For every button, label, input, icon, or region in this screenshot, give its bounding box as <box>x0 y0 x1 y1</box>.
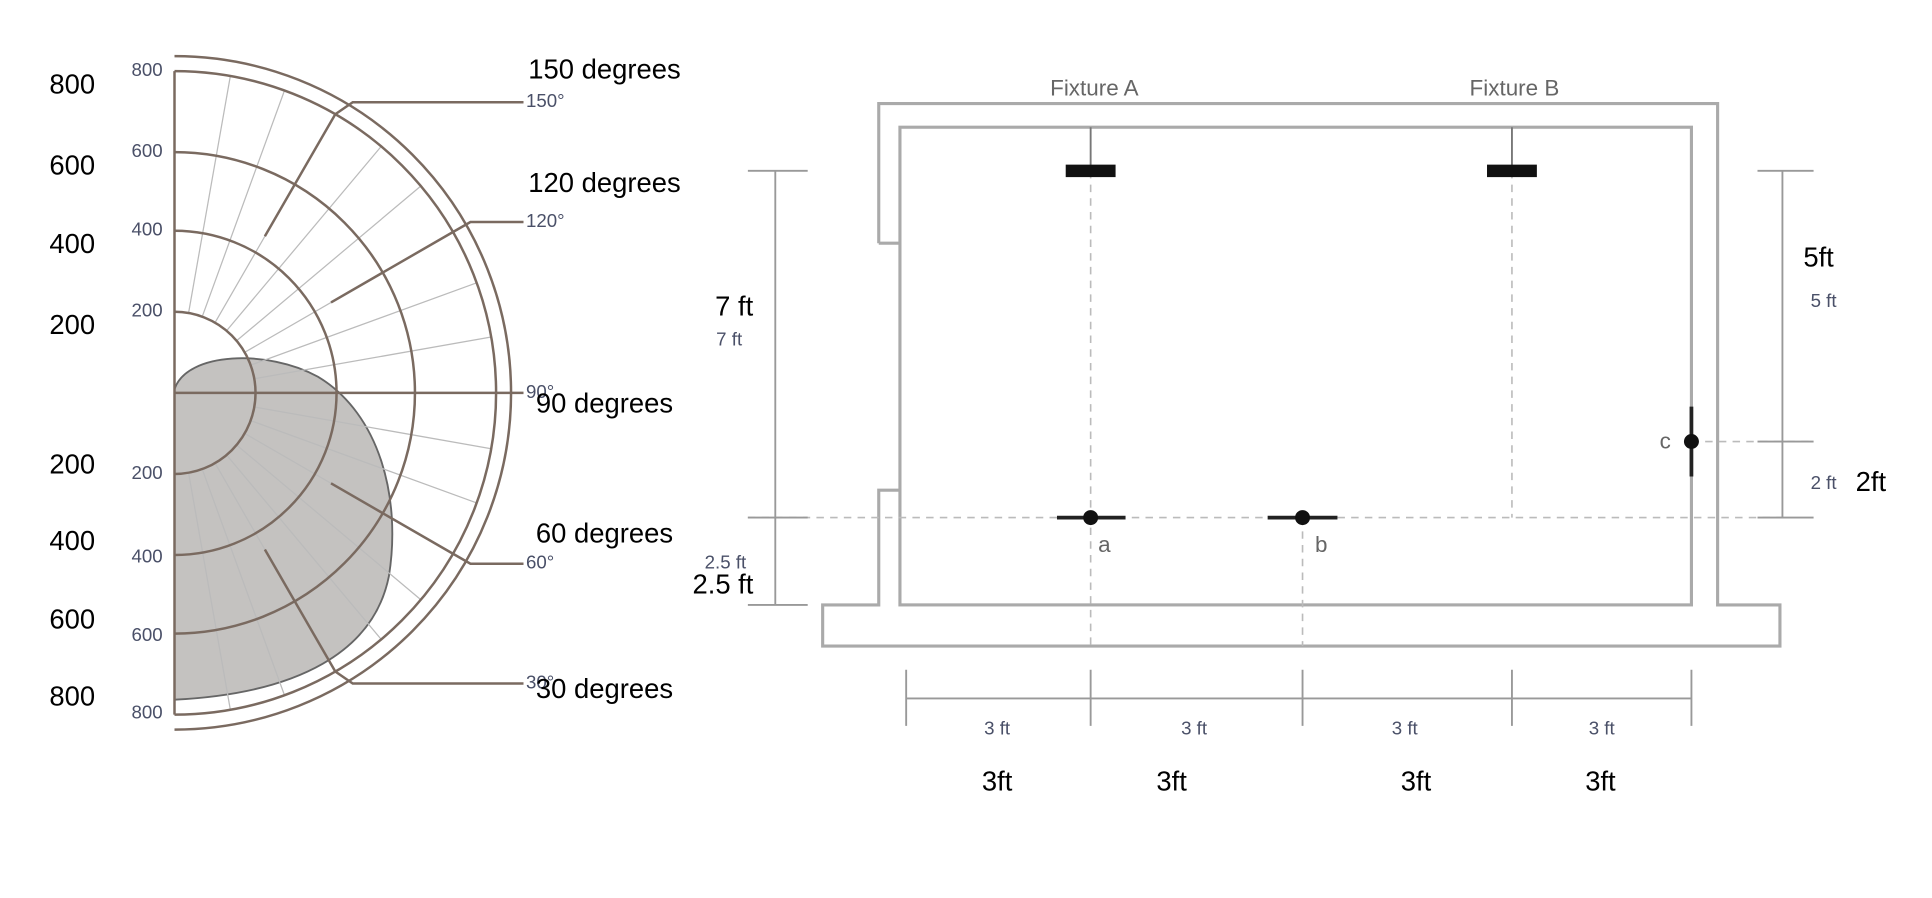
angle-label: 120° <box>526 210 565 231</box>
spoke <box>226 145 382 332</box>
radial-label: 400 <box>131 545 162 566</box>
spoke <box>187 472 231 710</box>
outer-wall <box>821 101 1782 648</box>
dimension-label: 7 ft <box>716 328 743 349</box>
fixture <box>1487 164 1537 178</box>
span-label: 3 ft <box>984 718 1011 739</box>
distribution <box>173 357 394 701</box>
span-label: 3ft <box>1401 766 1432 797</box>
angle-label: 150° <box>526 90 565 111</box>
dimension-label: 2.5 ft <box>692 568 753 599</box>
dimension-label: 5 ft <box>1811 290 1838 311</box>
polar-plot: 150° 150 degrees 120° 120 degrees 90°90 degr… <box>173 53 681 731</box>
leader-line <box>330 482 524 565</box>
radial-label: 200 <box>49 449 95 480</box>
radial-label: 400 <box>49 228 95 259</box>
angle-label: 60 degrees <box>536 517 673 548</box>
span-label: 3ft <box>1585 766 1616 797</box>
radial-label: 800 <box>131 59 162 80</box>
point <box>1295 510 1311 526</box>
radial-label: 600 <box>131 624 162 645</box>
fixture <box>1065 164 1116 178</box>
dimension-label: 5ft <box>1803 242 1834 273</box>
leader-line <box>263 548 524 685</box>
angle-label: 60° <box>526 552 554 573</box>
radial-label: 400 <box>49 525 95 556</box>
dimension-label: 2 ft <box>1811 472 1838 493</box>
span-label: 3 ft <box>1392 718 1419 739</box>
spoke <box>187 75 231 314</box>
fixture-label: Fixture B <box>1470 76 1560 101</box>
spoke <box>250 282 477 366</box>
fixture-label: Fixture A <box>1050 76 1139 101</box>
dimension-label: 2.5 ft <box>705 552 747 573</box>
spoke <box>254 406 492 450</box>
spoke <box>201 468 286 696</box>
guide-lines <box>747 170 1814 647</box>
dimension-lines <box>747 169 1814 726</box>
radial-label: 200 <box>49 309 95 340</box>
angle-label: 150 degrees <box>528 53 680 84</box>
angle-label: 30 degrees <box>536 673 673 704</box>
leader-line <box>263 101 524 237</box>
spoke <box>226 454 382 640</box>
radial-label: 600 <box>49 149 95 180</box>
span-label: 3ft <box>1156 766 1187 797</box>
spoke <box>254 336 492 380</box>
spoke <box>236 444 422 601</box>
radial-label: 600 <box>49 603 95 634</box>
span-label: 3 ft <box>1589 718 1616 739</box>
radial-label: 600 <box>131 140 162 161</box>
dimension-label: 2ft <box>1856 466 1887 497</box>
point-label: c <box>1660 429 1671 454</box>
angle-label: 90° <box>526 381 554 402</box>
spoke <box>201 90 286 317</box>
point-label: a <box>1098 532 1111 557</box>
point-label: b <box>1315 532 1327 557</box>
dimension-label: 7 ft <box>715 290 753 321</box>
point <box>1683 434 1699 449</box>
radial-label: 200 <box>131 300 162 321</box>
spoke <box>236 185 422 342</box>
span-label: 3ft <box>982 766 1013 797</box>
radial-label: 800 <box>49 681 95 712</box>
angle-label: 90 degrees <box>536 388 673 419</box>
angle-label: 30° <box>526 671 554 692</box>
angle-label: 120 degrees <box>528 167 680 198</box>
radial-label: 800 <box>131 701 162 722</box>
point-bar <box>1056 406 1694 520</box>
span-label: 3 ft <box>1181 718 1208 739</box>
radial-label: 400 <box>131 219 162 240</box>
radial-label: 800 <box>49 68 95 99</box>
leader-line <box>330 220 524 304</box>
room: Fixture A Fixture B a b c 7 ft 7 ft 2.5 … <box>692 76 1887 726</box>
inner-wall <box>898 125 1693 607</box>
fixture-stem <box>1089 127 1513 171</box>
point <box>1083 510 1099 526</box>
spoke <box>250 420 477 504</box>
radial-label: 200 <box>131 462 162 483</box>
